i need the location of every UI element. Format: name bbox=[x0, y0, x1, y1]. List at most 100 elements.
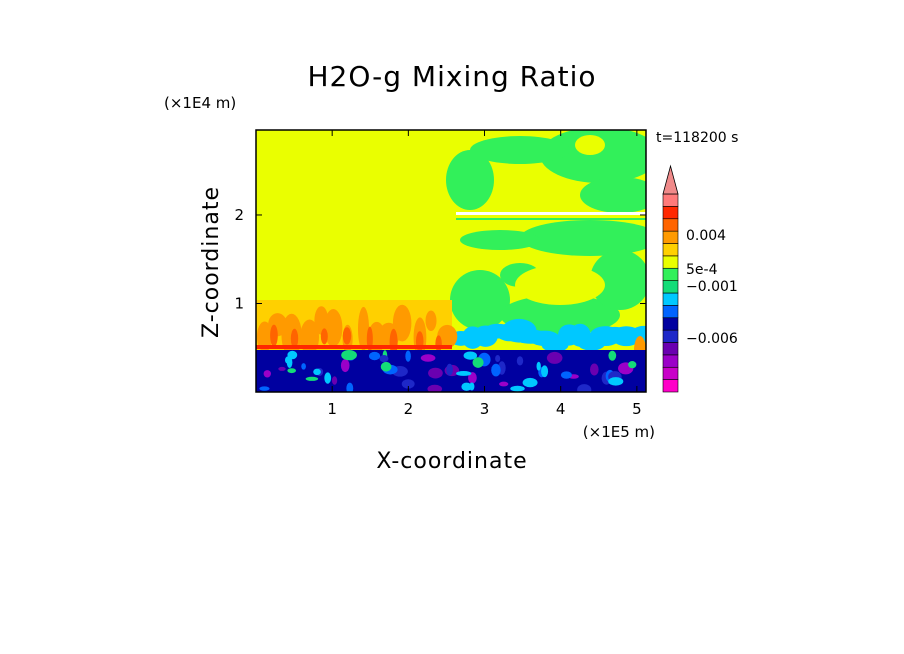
field-patch bbox=[580, 177, 646, 213]
colorbar-band bbox=[662, 267, 679, 281]
field-patch bbox=[495, 354, 501, 363]
field-patch bbox=[320, 328, 328, 345]
field-patch bbox=[287, 368, 296, 374]
field-patch bbox=[590, 363, 599, 376]
field-patch bbox=[305, 376, 319, 381]
colorbar-band bbox=[662, 305, 679, 319]
field-patch bbox=[463, 351, 478, 360]
x-axis-label: X-coordinate bbox=[376, 449, 527, 474]
field-patch bbox=[357, 306, 370, 351]
x-tick-label: 5 bbox=[632, 400, 642, 418]
field-patch bbox=[472, 357, 484, 368]
field-patch bbox=[608, 350, 617, 361]
colorbar-band bbox=[662, 329, 679, 343]
field-patch bbox=[499, 381, 509, 387]
colorbar-band bbox=[662, 230, 679, 244]
field-patch bbox=[341, 350, 357, 361]
field-patch bbox=[450, 270, 510, 330]
field-patch bbox=[256, 321, 273, 353]
field-patch bbox=[536, 361, 541, 371]
colorbar-band bbox=[662, 255, 679, 269]
colorbar-band bbox=[662, 280, 679, 294]
field-patch bbox=[340, 359, 350, 373]
x-tick-label: 2 bbox=[404, 400, 414, 418]
time-label: t=118200 s bbox=[656, 130, 738, 146]
field-patch bbox=[516, 356, 524, 366]
heatmap-field bbox=[256, 130, 646, 392]
y-tick-label: 1 bbox=[234, 294, 244, 312]
field-patch bbox=[405, 350, 411, 362]
field-patch bbox=[259, 386, 270, 391]
field-patch bbox=[460, 230, 540, 250]
colorbar-band bbox=[662, 342, 679, 356]
field-patch bbox=[263, 370, 271, 378]
x-unit-label: (×1E5 m) bbox=[583, 423, 655, 441]
field-patch bbox=[522, 377, 538, 388]
field-patch bbox=[379, 355, 389, 363]
field-patch bbox=[284, 356, 291, 364]
colorbar-label: −0.001 bbox=[686, 279, 738, 295]
field-patch bbox=[520, 220, 646, 256]
field-patch bbox=[577, 384, 592, 392]
field-patch bbox=[420, 354, 436, 362]
field-patch bbox=[446, 363, 453, 376]
field-patch bbox=[324, 309, 343, 347]
field-patch bbox=[546, 351, 563, 364]
field-patch bbox=[500, 187, 540, 203]
colorbar bbox=[662, 164, 679, 393]
x-tick-label: 4 bbox=[556, 400, 566, 418]
colorbar-band bbox=[662, 206, 679, 220]
chart-title: H2O-g Mixing Ratio bbox=[307, 60, 596, 93]
y-axis-label: Z-coordinate bbox=[199, 186, 224, 338]
field-patch bbox=[290, 328, 299, 349]
field-patch bbox=[461, 382, 472, 391]
plot-frame bbox=[255, 129, 647, 393]
colorbar-band bbox=[662, 354, 679, 368]
field-patch bbox=[469, 382, 475, 391]
field-patch bbox=[425, 310, 437, 331]
colorbar-labels: 0.004 5e-4−0.001 −0.006 bbox=[686, 228, 738, 347]
field-patch bbox=[324, 372, 332, 384]
field-patch bbox=[368, 351, 381, 361]
x-tick-label: 3 bbox=[480, 400, 490, 418]
x-tick-label: 1 bbox=[327, 400, 337, 418]
field-patch bbox=[389, 328, 398, 356]
field-patch bbox=[456, 218, 646, 220]
colorbar-band bbox=[662, 292, 679, 306]
field-patch bbox=[510, 385, 525, 392]
colorbar-label: 5e-4 bbox=[686, 262, 718, 278]
colorbar-label: 0.004 bbox=[686, 228, 726, 244]
field-patch bbox=[270, 324, 278, 347]
field-patch bbox=[287, 350, 298, 360]
colorbar-band bbox=[662, 218, 679, 232]
colorbar-band bbox=[662, 243, 679, 257]
field-patch bbox=[256, 345, 452, 349]
y-unit-label: (×1E4 m) bbox=[164, 94, 236, 112]
colorbar-label: −0.006 bbox=[686, 331, 738, 347]
field-patch bbox=[446, 150, 494, 210]
field-patch bbox=[456, 212, 646, 215]
field-patch bbox=[515, 265, 605, 305]
colorbar-band bbox=[662, 379, 679, 393]
colorbar-band bbox=[662, 193, 679, 207]
y-axis-ticks: 12 bbox=[234, 206, 646, 312]
colorbar-band bbox=[662, 317, 679, 331]
field-patch bbox=[428, 367, 443, 379]
field-patch bbox=[435, 335, 442, 353]
field-patch bbox=[628, 361, 637, 369]
field-patch bbox=[313, 368, 321, 376]
field-patch bbox=[560, 371, 572, 379]
field-patch bbox=[392, 304, 412, 342]
field-patch bbox=[401, 379, 415, 389]
field-patch bbox=[331, 376, 338, 385]
field-patch bbox=[346, 382, 354, 392]
field-patch bbox=[278, 366, 286, 371]
field-patch bbox=[590, 250, 646, 310]
field-patch bbox=[456, 371, 472, 376]
field-patch bbox=[491, 363, 501, 377]
field-patch bbox=[541, 365, 549, 378]
field-patch bbox=[437, 324, 458, 349]
y-tick-label: 2 bbox=[234, 206, 244, 224]
field-patch bbox=[540, 130, 646, 183]
